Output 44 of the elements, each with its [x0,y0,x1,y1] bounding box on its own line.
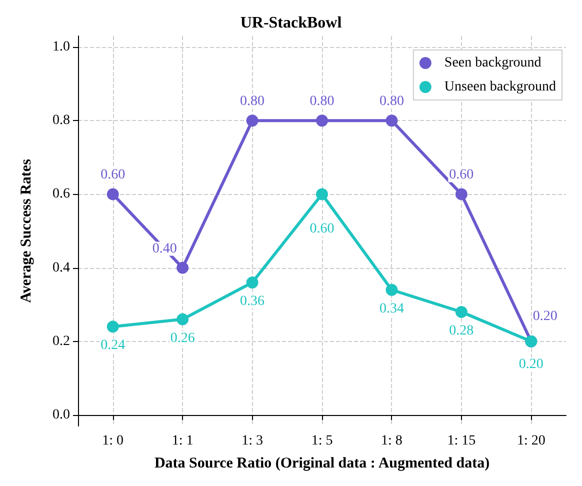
data-label: 0.26 [170,330,195,346]
data-label: 0.60 [100,168,126,183]
y-tick-label: 0.8 [52,113,70,128]
data-label: 0.40 [152,241,177,256]
point [455,306,468,318]
point [316,188,328,200]
point [176,313,189,326]
chart-title: UR-StackBowl [240,14,342,32]
point [106,320,119,333]
x-tick-label: 1: 1 [172,434,194,448]
point [246,276,258,289]
x-tick-label: 1: 0 [102,434,124,448]
point [106,188,119,200]
point [386,114,398,127]
data-label: 0.34 [379,301,404,316]
y-tick-label: 0.0 [52,407,70,422]
x-tick-label: 1: 8 [381,434,402,448]
y-tick-label: 1.0 [52,40,70,55]
data-label: 0.20 [532,308,558,324]
y-tick-label: 0.6 [52,186,70,202]
data-label: 0.20 [518,356,544,372]
y-axis-title: Average Success Rates [18,158,34,303]
data-label: 0.60 [310,222,334,237]
point [316,114,328,127]
data-label: 0.28 [449,323,474,338]
legend-label: Unseen background [444,80,556,94]
data-label: 0.80 [310,94,334,110]
x-axis-title: Data Source Ratio (Original data : Augmented data) [154,456,490,472]
point [455,188,468,200]
point [386,284,398,296]
y-tick-label: 0.2 [52,334,70,349]
x-tick-label: 1: 3 [242,434,263,448]
x-tick-label: 1: 20 [516,434,546,448]
data-label: 0.60 [449,168,474,183]
data-label: 0.80 [379,94,404,110]
x-tick-label: 1: 5 [311,434,333,448]
y-tick-label: 0.4 [52,260,70,276]
data-label: 0.80 [240,94,265,110]
x-tick-label: 1: 15 [447,434,476,448]
point [246,114,258,127]
data-label: 0.36 [240,294,265,310]
legend-label: Seen background [444,56,542,70]
data-label: 0.24 [100,338,126,354]
point [176,262,189,274]
